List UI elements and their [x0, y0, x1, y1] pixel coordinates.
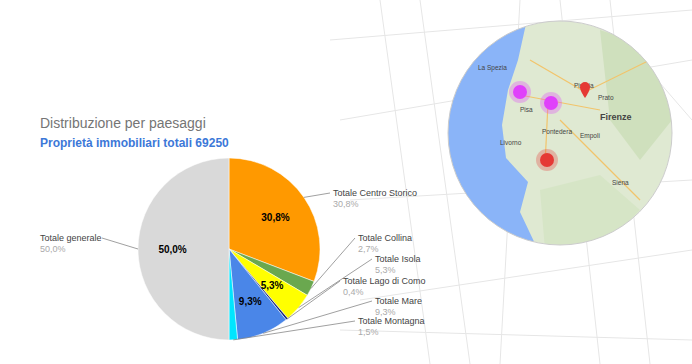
- value-label: 30,8%: [333, 199, 359, 209]
- street: [340, 330, 692, 340]
- map-label: Firenze: [600, 112, 632, 122]
- value-label: 5,3%: [375, 265, 396, 275]
- leader-line: [304, 193, 330, 197]
- pie: [138, 158, 320, 340]
- data-label: 50,0%: [158, 244, 186, 255]
- map-label: Livorno: [500, 139, 522, 146]
- map-marker-halo: [536, 149, 558, 171]
- map-label: Empoli: [580, 132, 600, 140]
- value-label: 2,7%: [358, 244, 379, 254]
- leader-line: [287, 281, 340, 319]
- data-label: 5,3%: [261, 280, 284, 291]
- map-marker: [513, 85, 527, 99]
- slice: [229, 249, 286, 340]
- subtitle: Proprietà immobiliari totali 69250: [40, 136, 229, 150]
- slice: [229, 249, 238, 340]
- map-marker: [540, 153, 554, 167]
- street-background: [330, 0, 692, 364]
- map-hills: [540, 175, 640, 250]
- map-label: Pontedera: [542, 128, 572, 135]
- leader-line: [233, 321, 355, 340]
- map-label: Siena: [612, 179, 629, 186]
- title: Distribuzione per paesaggi: [40, 115, 206, 131]
- map-marker: [544, 96, 558, 110]
- category-label: Totale generale: [40, 233, 102, 243]
- map-label: Prato: [598, 94, 614, 101]
- map-label: Pisa: [520, 106, 533, 113]
- category-label: Totale Montagna: [358, 316, 425, 326]
- map-border: [448, 21, 672, 245]
- category-label: Totale Mare: [375, 296, 422, 306]
- data-label: 30,8%: [261, 212, 289, 223]
- map: La SpeziaPistoiaPratoFirenzePisaPonteder…: [440, 15, 672, 250]
- category-label: Totale Collina: [358, 233, 412, 243]
- category-label: Totale Isola: [375, 254, 421, 264]
- labels: 30,8%Totale Centro Storico30,8%Totale Co…: [40, 188, 426, 340]
- page: Distribuzione per paesaggi Proprietà immo…: [0, 0, 692, 364]
- slice: [138, 158, 229, 340]
- map-label: La Spezia: [478, 64, 507, 72]
- value-label: 0,4%: [343, 287, 364, 297]
- value-label: 50,0%: [40, 244, 66, 254]
- category-label: Totale Lago di Como: [343, 276, 426, 286]
- leader-line: [263, 301, 372, 333]
- category-label: Totale Centro Storico: [333, 188, 417, 198]
- map-sea: [440, 15, 538, 250]
- chart: Distribuzione per paesaggi Proprietà immo…: [0, 0, 692, 364]
- map-pin: [580, 82, 590, 98]
- value-label: 1,5%: [358, 327, 379, 337]
- map-marker-halo: [540, 92, 562, 114]
- map-road: [560, 120, 640, 200]
- data-label: 9,3%: [239, 296, 262, 307]
- map-road: [585, 60, 650, 92]
- leader-line: [102, 238, 138, 249]
- map-marker-halo: [509, 81, 531, 103]
